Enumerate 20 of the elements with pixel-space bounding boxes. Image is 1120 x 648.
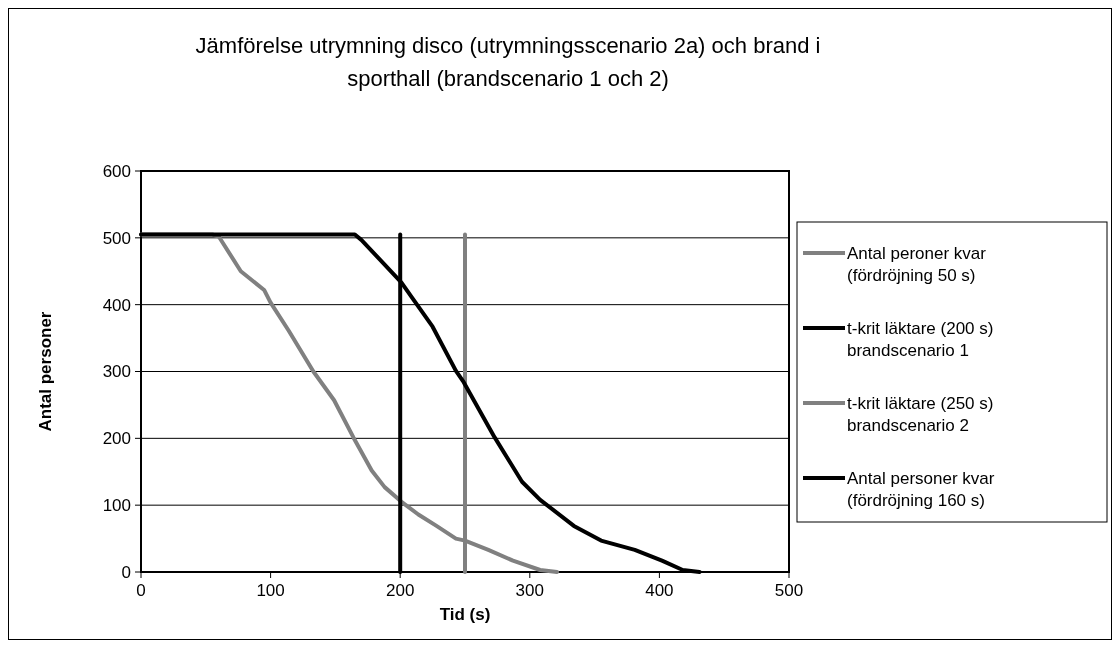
- x-tick-label: 300: [515, 581, 544, 600]
- legend-label: Antal personer kvar (fördröjning 160 s): [847, 469, 995, 510]
- x-tick-label: 0: [136, 581, 146, 600]
- legend-label: Antal peroner kvar (fördröjning 50 s): [847, 244, 987, 285]
- y-tick-label: 200: [102, 429, 131, 449]
- x-tick-label: 100: [256, 581, 285, 600]
- y-tick-label: 100: [102, 496, 131, 516]
- y-tick-label: 400: [102, 295, 131, 315]
- y-tick-label: 500: [102, 228, 131, 248]
- x-tick-label: 500: [774, 581, 804, 600]
- chart-title: Jämförelse utrymning disco (utrymningsscenario 2a) och brand i sporthall (brandscenario 1 och 2): [195, 33, 821, 91]
- x-axis-title: Tid (s): [439, 605, 491, 624]
- y-tick-label: 300: [102, 362, 131, 382]
- x-tick-label: 400: [645, 581, 674, 600]
- y-tick-label: 600: [102, 161, 131, 181]
- y-axis-title: Antal personer: [36, 311, 55, 432]
- y-tick-label: 0: [121, 562, 131, 582]
- legend-label: t-krit läktare (200 s) brandscenario 1: [847, 319, 994, 360]
- legend-label: t-krit läktare (250 s) brandscenario 2: [847, 394, 994, 435]
- x-tick-label: 200: [386, 581, 415, 600]
